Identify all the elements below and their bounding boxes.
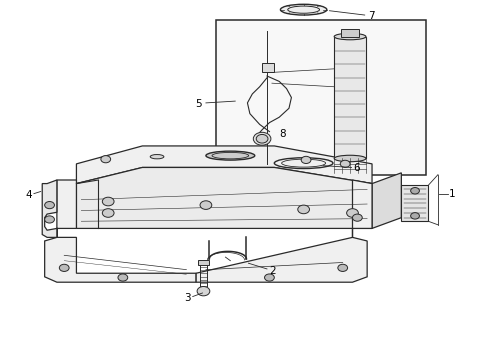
Ellipse shape (280, 4, 327, 15)
Polygon shape (45, 180, 196, 282)
Bar (216, 21, 426, 175)
Circle shape (101, 156, 111, 163)
Circle shape (102, 197, 114, 206)
Bar (262, 63, 274, 72)
Bar (341, 30, 359, 37)
Bar (197, 260, 209, 265)
Circle shape (301, 156, 311, 163)
Text: 2: 2 (270, 266, 276, 276)
Polygon shape (76, 146, 372, 184)
Circle shape (253, 132, 271, 145)
Circle shape (102, 209, 114, 217)
Polygon shape (372, 173, 401, 228)
Circle shape (256, 134, 268, 143)
Circle shape (298, 205, 310, 214)
Bar (401, 185, 428, 221)
Text: 4: 4 (25, 190, 32, 201)
Circle shape (411, 213, 419, 219)
Circle shape (338, 264, 347, 271)
Circle shape (118, 274, 128, 281)
Text: 6: 6 (353, 163, 360, 173)
Circle shape (45, 216, 54, 223)
Circle shape (265, 274, 274, 281)
Text: 5: 5 (196, 99, 202, 109)
Circle shape (200, 201, 212, 210)
Bar (334, 37, 366, 158)
Circle shape (45, 202, 54, 209)
Polygon shape (42, 180, 57, 237)
Text: 3: 3 (184, 293, 191, 303)
Circle shape (59, 264, 69, 271)
Circle shape (352, 214, 362, 221)
Ellipse shape (334, 33, 366, 40)
Text: 7: 7 (368, 11, 374, 21)
Text: 8: 8 (279, 130, 286, 139)
Circle shape (411, 188, 419, 194)
Circle shape (346, 209, 358, 217)
Ellipse shape (150, 154, 164, 159)
Circle shape (197, 287, 210, 296)
Polygon shape (196, 180, 372, 282)
Ellipse shape (334, 155, 366, 162)
Polygon shape (76, 167, 372, 228)
Text: 1: 1 (449, 189, 456, 199)
Ellipse shape (206, 151, 255, 160)
Circle shape (340, 160, 350, 167)
